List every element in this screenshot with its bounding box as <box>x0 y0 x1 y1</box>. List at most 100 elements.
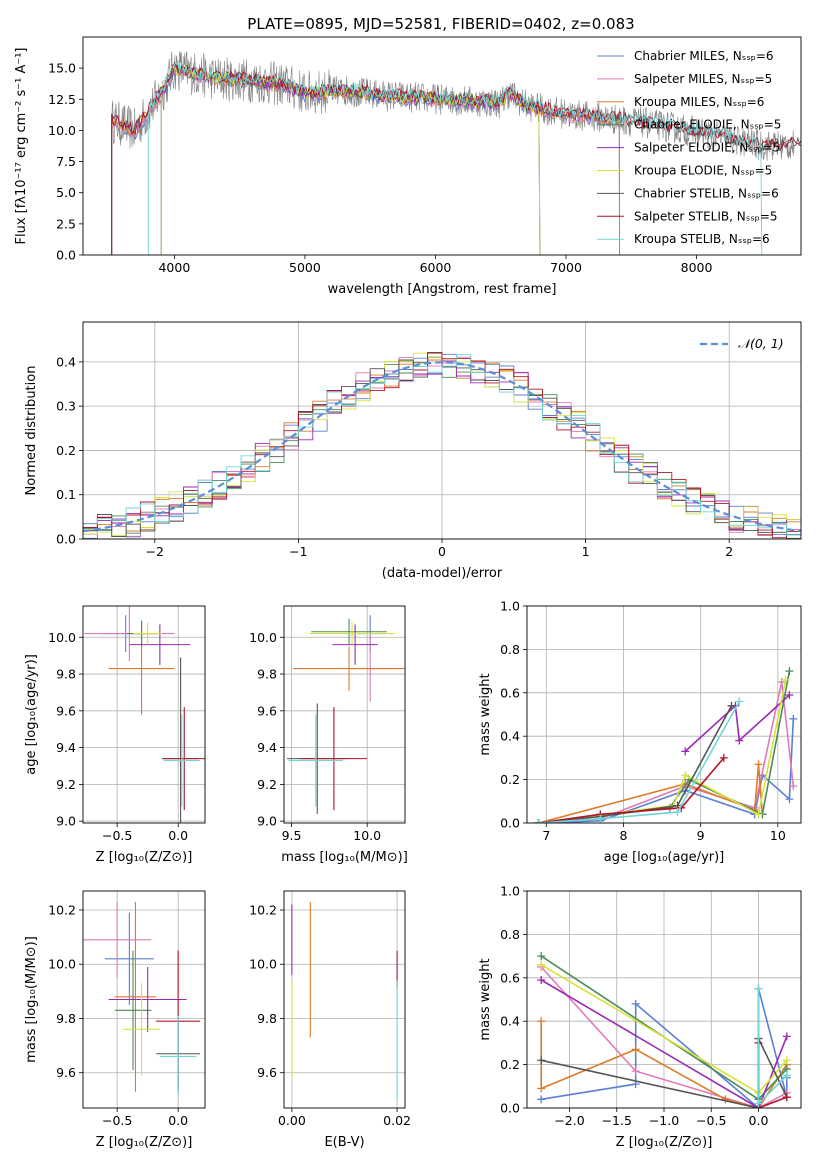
y-tick-label: 9.8 <box>257 1011 277 1026</box>
y-tick-label: 0.4 <box>500 1014 520 1029</box>
x-tick-label: 8 <box>620 828 628 843</box>
y-tick-label: 9.8 <box>56 1011 76 1026</box>
y-tick-label: 0.1 <box>56 487 76 502</box>
x-tick-label: 0.00 <box>278 1113 306 1128</box>
x-tick-label: 0.02 <box>383 1113 411 1128</box>
x-tick-label: 5000 <box>289 260 321 275</box>
weight-vs-age-axes: 7 8 9 10 0.0 0.2 0.4 0.6 0.8 1.0 age [log₁₀(age/yr… <box>478 599 802 865</box>
weight-marker <box>782 1032 791 1041</box>
y-tick-label: 0.2 <box>56 443 76 458</box>
x-tick-label: 0.0 <box>168 828 188 843</box>
y-tick-label: 9.6 <box>56 1065 76 1080</box>
y-axis-label: mass [log₁₀(M/M⊙)] <box>24 936 39 1063</box>
axes-frame <box>526 890 802 1109</box>
x-tick-label: 8000 <box>681 260 713 275</box>
y-tick-label: 0.0 <box>56 248 76 263</box>
y-tick-label: 0.6 <box>500 685 520 700</box>
age-vs-Z-plot <box>84 606 205 823</box>
y-tick-label: 0.0 <box>56 532 76 547</box>
age-vs-mass-plot <box>287 615 405 814</box>
y-tick-label: 0.4 <box>56 354 76 369</box>
weight-marker <box>596 814 605 823</box>
y-tick-label: 1.0 <box>500 599 520 614</box>
legend-label: Kroupa STELIB, Nₛₛₚ=6 <box>634 232 770 246</box>
weight-marker <box>537 960 546 969</box>
weight-line <box>540 979 788 1108</box>
x-tick-label: −1 <box>289 544 307 559</box>
weight-marker <box>537 1017 546 1026</box>
weight-marker <box>789 782 798 791</box>
mass-vs-EBV-axes: 0.00 0.02 9.6 9.8 10.0 10.2 E(B-V) <box>249 890 411 1150</box>
x-axis-label: (data-model)/error <box>382 566 503 581</box>
mass-vs-EBV-plot <box>291 901 398 1100</box>
y-tick-label: 0.8 <box>500 642 520 657</box>
legend-label: Chabrier ELODIE, Nₛₛₚ=5 <box>634 118 781 132</box>
chart-layer: 4000 5000 6000 7000 80000.02.55.07.510.012.5… <box>14 36 802 1150</box>
y-tick-label: 7.5 <box>56 154 76 169</box>
y-tick-label: 9.4 <box>56 740 76 755</box>
x-tick-label: 10.0 <box>353 828 381 843</box>
x-tick-label: 7 <box>542 828 550 843</box>
weight-marker <box>631 1045 640 1054</box>
y-tick-label: 9.4 <box>257 740 277 755</box>
weight-marker <box>727 701 736 710</box>
weight-marker <box>735 697 744 706</box>
y-tick-label: 0.3 <box>56 399 76 414</box>
x-axis-label: E(B-V) <box>324 1135 364 1150</box>
weight-vs-age-plot <box>534 667 798 823</box>
y-tick-label: 9.8 <box>257 667 277 682</box>
mass-vs-Z-axes: −0.5 0.0 9.6 9.8 10.0 10.2 Z [log₁₀(Z/Z⊙)] mass… <box>24 890 206 1150</box>
x-tick-label: 0 <box>438 544 446 559</box>
weight-line <box>538 701 740 823</box>
axes-frame <box>82 605 206 824</box>
axes-frame <box>526 605 802 824</box>
weight-marker <box>681 771 690 780</box>
age-vs-Z-axes: −0.5 0.0 9.0 9.2 9.4 9.6 9.8 10.0 Z [log₁₀(Z/Z⊙)… <box>24 605 206 865</box>
x-tick-label: 0.0 <box>749 1113 769 1128</box>
y-tick-label: 9.0 <box>257 814 277 829</box>
x-tick-label: −2.0 <box>554 1113 584 1128</box>
weight-marker <box>782 1056 791 1065</box>
x-tick-label: −1.0 <box>649 1113 679 1128</box>
x-axis-label: Z [log₁₀(Z/Z⊙)] <box>96 1135 193 1150</box>
y-axis-label: mass weight <box>478 958 493 1040</box>
legend-label: Kroupa MILES, Nₛₛₚ=6 <box>634 95 764 109</box>
legend-label: Kroupa ELODIE, Nₛₛₚ=5 <box>634 164 772 178</box>
weight-marker <box>673 808 682 817</box>
weight-marker <box>754 1099 763 1108</box>
y-tick-label: 0.8 <box>500 927 520 942</box>
weight-marker <box>681 747 690 756</box>
y-tick-label: 10.0 <box>48 957 76 972</box>
spectrum-plot <box>111 51 801 255</box>
normal-curve <box>83 361 801 533</box>
x-tick-label: 2 <box>725 544 733 559</box>
x-axis-label: Z [log₁₀(Z/Z⊙)] <box>96 850 193 865</box>
weight-marker <box>754 810 763 819</box>
y-tick-label: 0.0 <box>500 1101 520 1116</box>
x-tick-label: 1 <box>582 544 590 559</box>
axes-frame <box>82 36 802 256</box>
y-tick-label: 0.0 <box>500 816 520 831</box>
y-tick-label: 10.0 <box>48 630 76 645</box>
legend-label: Chabrier STELIB, Nₛₛₚ=6 <box>634 186 779 200</box>
y-tick-label: 9.6 <box>56 703 76 718</box>
x-tick-label: −0.5 <box>102 1113 132 1128</box>
weight-marker <box>782 1071 791 1080</box>
x-tick-label: 6000 <box>420 260 452 275</box>
y-tick-label: 9.2 <box>257 777 277 792</box>
y-tick-label: 0.2 <box>500 1057 520 1072</box>
weight-marker <box>537 975 546 984</box>
x-tick-label: 10 <box>770 828 786 843</box>
x-tick-label: 0.0 <box>168 1113 188 1128</box>
weight-marker <box>754 984 763 993</box>
weight-marker <box>789 714 798 723</box>
y-tick-label: 9.8 <box>56 667 76 682</box>
weight-marker <box>785 690 794 699</box>
model-spectrum <box>147 62 763 255</box>
x-tick-label: 9 <box>697 828 705 843</box>
weight-marker <box>785 795 794 804</box>
y-axis-label: age [log₁₀(age/yr)] <box>24 654 39 775</box>
axes-frame <box>82 890 206 1109</box>
weight-marker <box>537 952 546 961</box>
